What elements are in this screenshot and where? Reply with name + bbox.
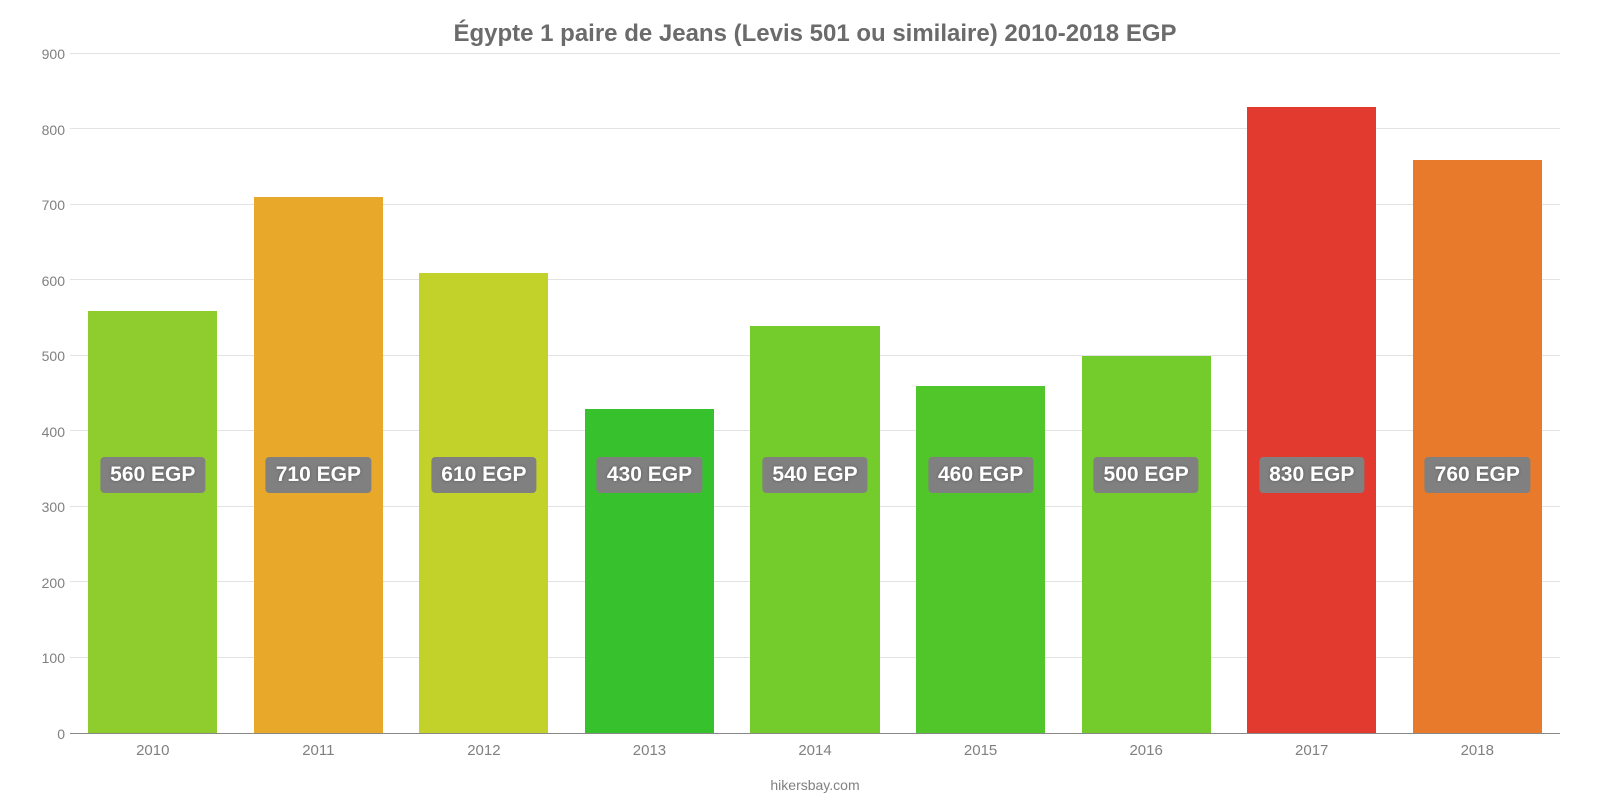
y-tick: 600 (20, 273, 65, 289)
bar-slot: 610 EGP (401, 54, 567, 733)
bar (1082, 356, 1211, 733)
bar (419, 273, 548, 733)
x-tick: 2018 (1395, 742, 1561, 759)
value-label: 500 EGP (1094, 457, 1199, 493)
x-tick: 2010 (70, 742, 236, 759)
bar-slot: 500 EGP (1063, 54, 1229, 733)
y-tick: 300 (20, 499, 65, 515)
y-tick: 900 (20, 46, 65, 62)
credit-text: hikersbay.com (70, 777, 1560, 793)
y-tick: 200 (20, 575, 65, 591)
x-tick: 2015 (898, 742, 1064, 759)
y-tick: 0 (20, 726, 65, 742)
y-tick: 700 (20, 197, 65, 213)
y-tick: 500 (20, 348, 65, 364)
chart-title: Égypte 1 paire de Jeans (Levis 501 ou si… (70, 20, 1560, 48)
y-tick: 400 (20, 424, 65, 440)
bar (1247, 107, 1376, 733)
bar (750, 326, 879, 733)
x-tick: 2014 (732, 742, 898, 759)
value-label: 560 EGP (100, 457, 205, 493)
plot-area: 0100200300400500600700800900 560 EGP710 … (70, 54, 1560, 734)
value-label: 830 EGP (1259, 457, 1364, 493)
x-tick: 2016 (1063, 742, 1229, 759)
bar-slot: 760 EGP (1395, 54, 1561, 733)
bar-slot: 710 EGP (236, 54, 402, 733)
bar-slot: 430 EGP (567, 54, 733, 733)
value-label: 610 EGP (431, 457, 536, 493)
x-tick: 2013 (567, 742, 733, 759)
value-label: 710 EGP (266, 457, 371, 493)
value-label: 540 EGP (762, 457, 867, 493)
bar-slot: 560 EGP (70, 54, 236, 733)
bar (88, 311, 217, 733)
x-tick: 2012 (401, 742, 567, 759)
bar-slot: 460 EGP (898, 54, 1064, 733)
value-label: 760 EGP (1425, 457, 1530, 493)
x-tick: 2017 (1229, 742, 1395, 759)
plot: 560 EGP 710 EGP 610 EGP 430 EGP 540 EGP 460 E… (70, 54, 1560, 734)
y-axis: 0100200300400500600700800900 (20, 54, 65, 734)
chart-container: Égypte 1 paire de Jeans (Levis 501 ou si… (0, 0, 1600, 800)
y-tick: 800 (20, 122, 65, 138)
x-tick: 2011 (236, 742, 402, 759)
value-label: 430 EGP (597, 457, 702, 493)
bar (1413, 160, 1542, 733)
bar-slot: 540 EGP (732, 54, 898, 733)
y-tick: 100 (20, 650, 65, 666)
value-label: 460 EGP (928, 457, 1033, 493)
bar (916, 386, 1045, 733)
bars-group: 560 EGP 710 EGP 610 EGP 430 EGP 540 EGP 460 E… (70, 54, 1560, 733)
bar-slot: 830 EGP (1229, 54, 1395, 733)
x-axis: 201020112012201320142015201620172018 (70, 742, 1560, 759)
